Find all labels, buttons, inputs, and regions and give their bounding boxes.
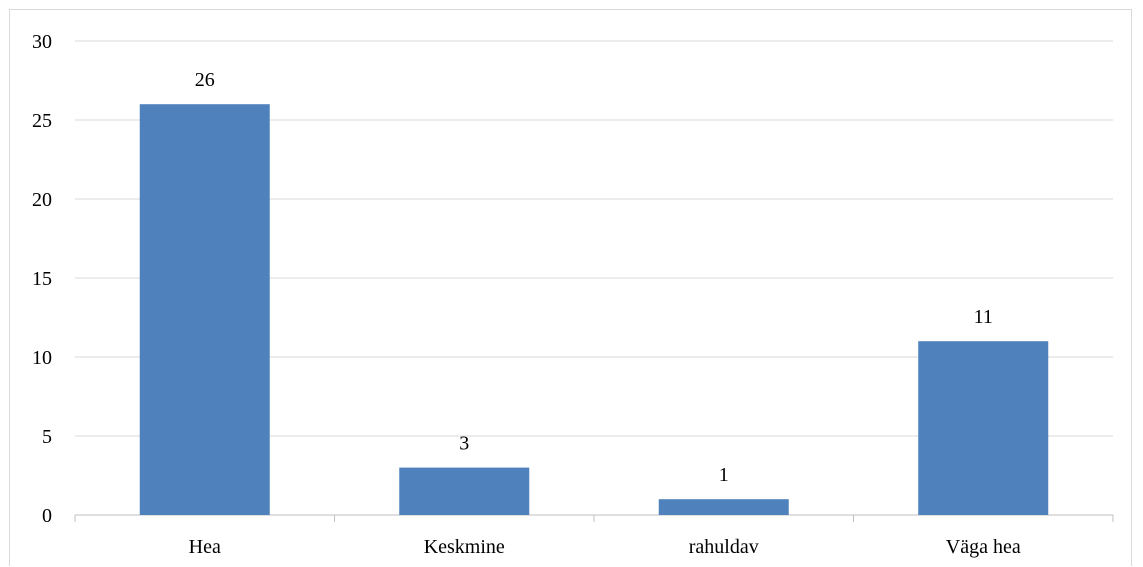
bars	[139, 104, 1049, 515]
axes	[74, 514, 1114, 522]
bar	[139, 104, 270, 515]
data-label: 11	[974, 306, 993, 328]
x-tick-label: Väga hea	[946, 536, 1021, 558]
bar	[918, 341, 1049, 515]
y-tick-label: 10	[32, 347, 52, 369]
y-tick-label: 30	[32, 31, 52, 53]
y-tick-labels: 0 5 10 15 20 25 30	[32, 31, 52, 527]
bar	[658, 499, 789, 515]
x-tick-label: Keskmine	[424, 536, 505, 558]
y-tick-label: 0	[42, 505, 52, 527]
x-tick-label: rahuldav	[689, 536, 759, 558]
data-label: 1	[719, 464, 729, 486]
x-tick-labels: Hea Keskmine rahuldav Väga hea	[189, 536, 1021, 558]
data-label: 26	[195, 69, 215, 91]
bar	[399, 467, 530, 515]
y-tick-label: 25	[32, 110, 52, 132]
data-label: 3	[459, 433, 469, 455]
y-tick-label: 5	[42, 426, 52, 448]
x-tick-label: Hea	[189, 536, 221, 558]
y-tick-label: 15	[32, 268, 52, 290]
y-tick-label: 20	[32, 189, 52, 211]
